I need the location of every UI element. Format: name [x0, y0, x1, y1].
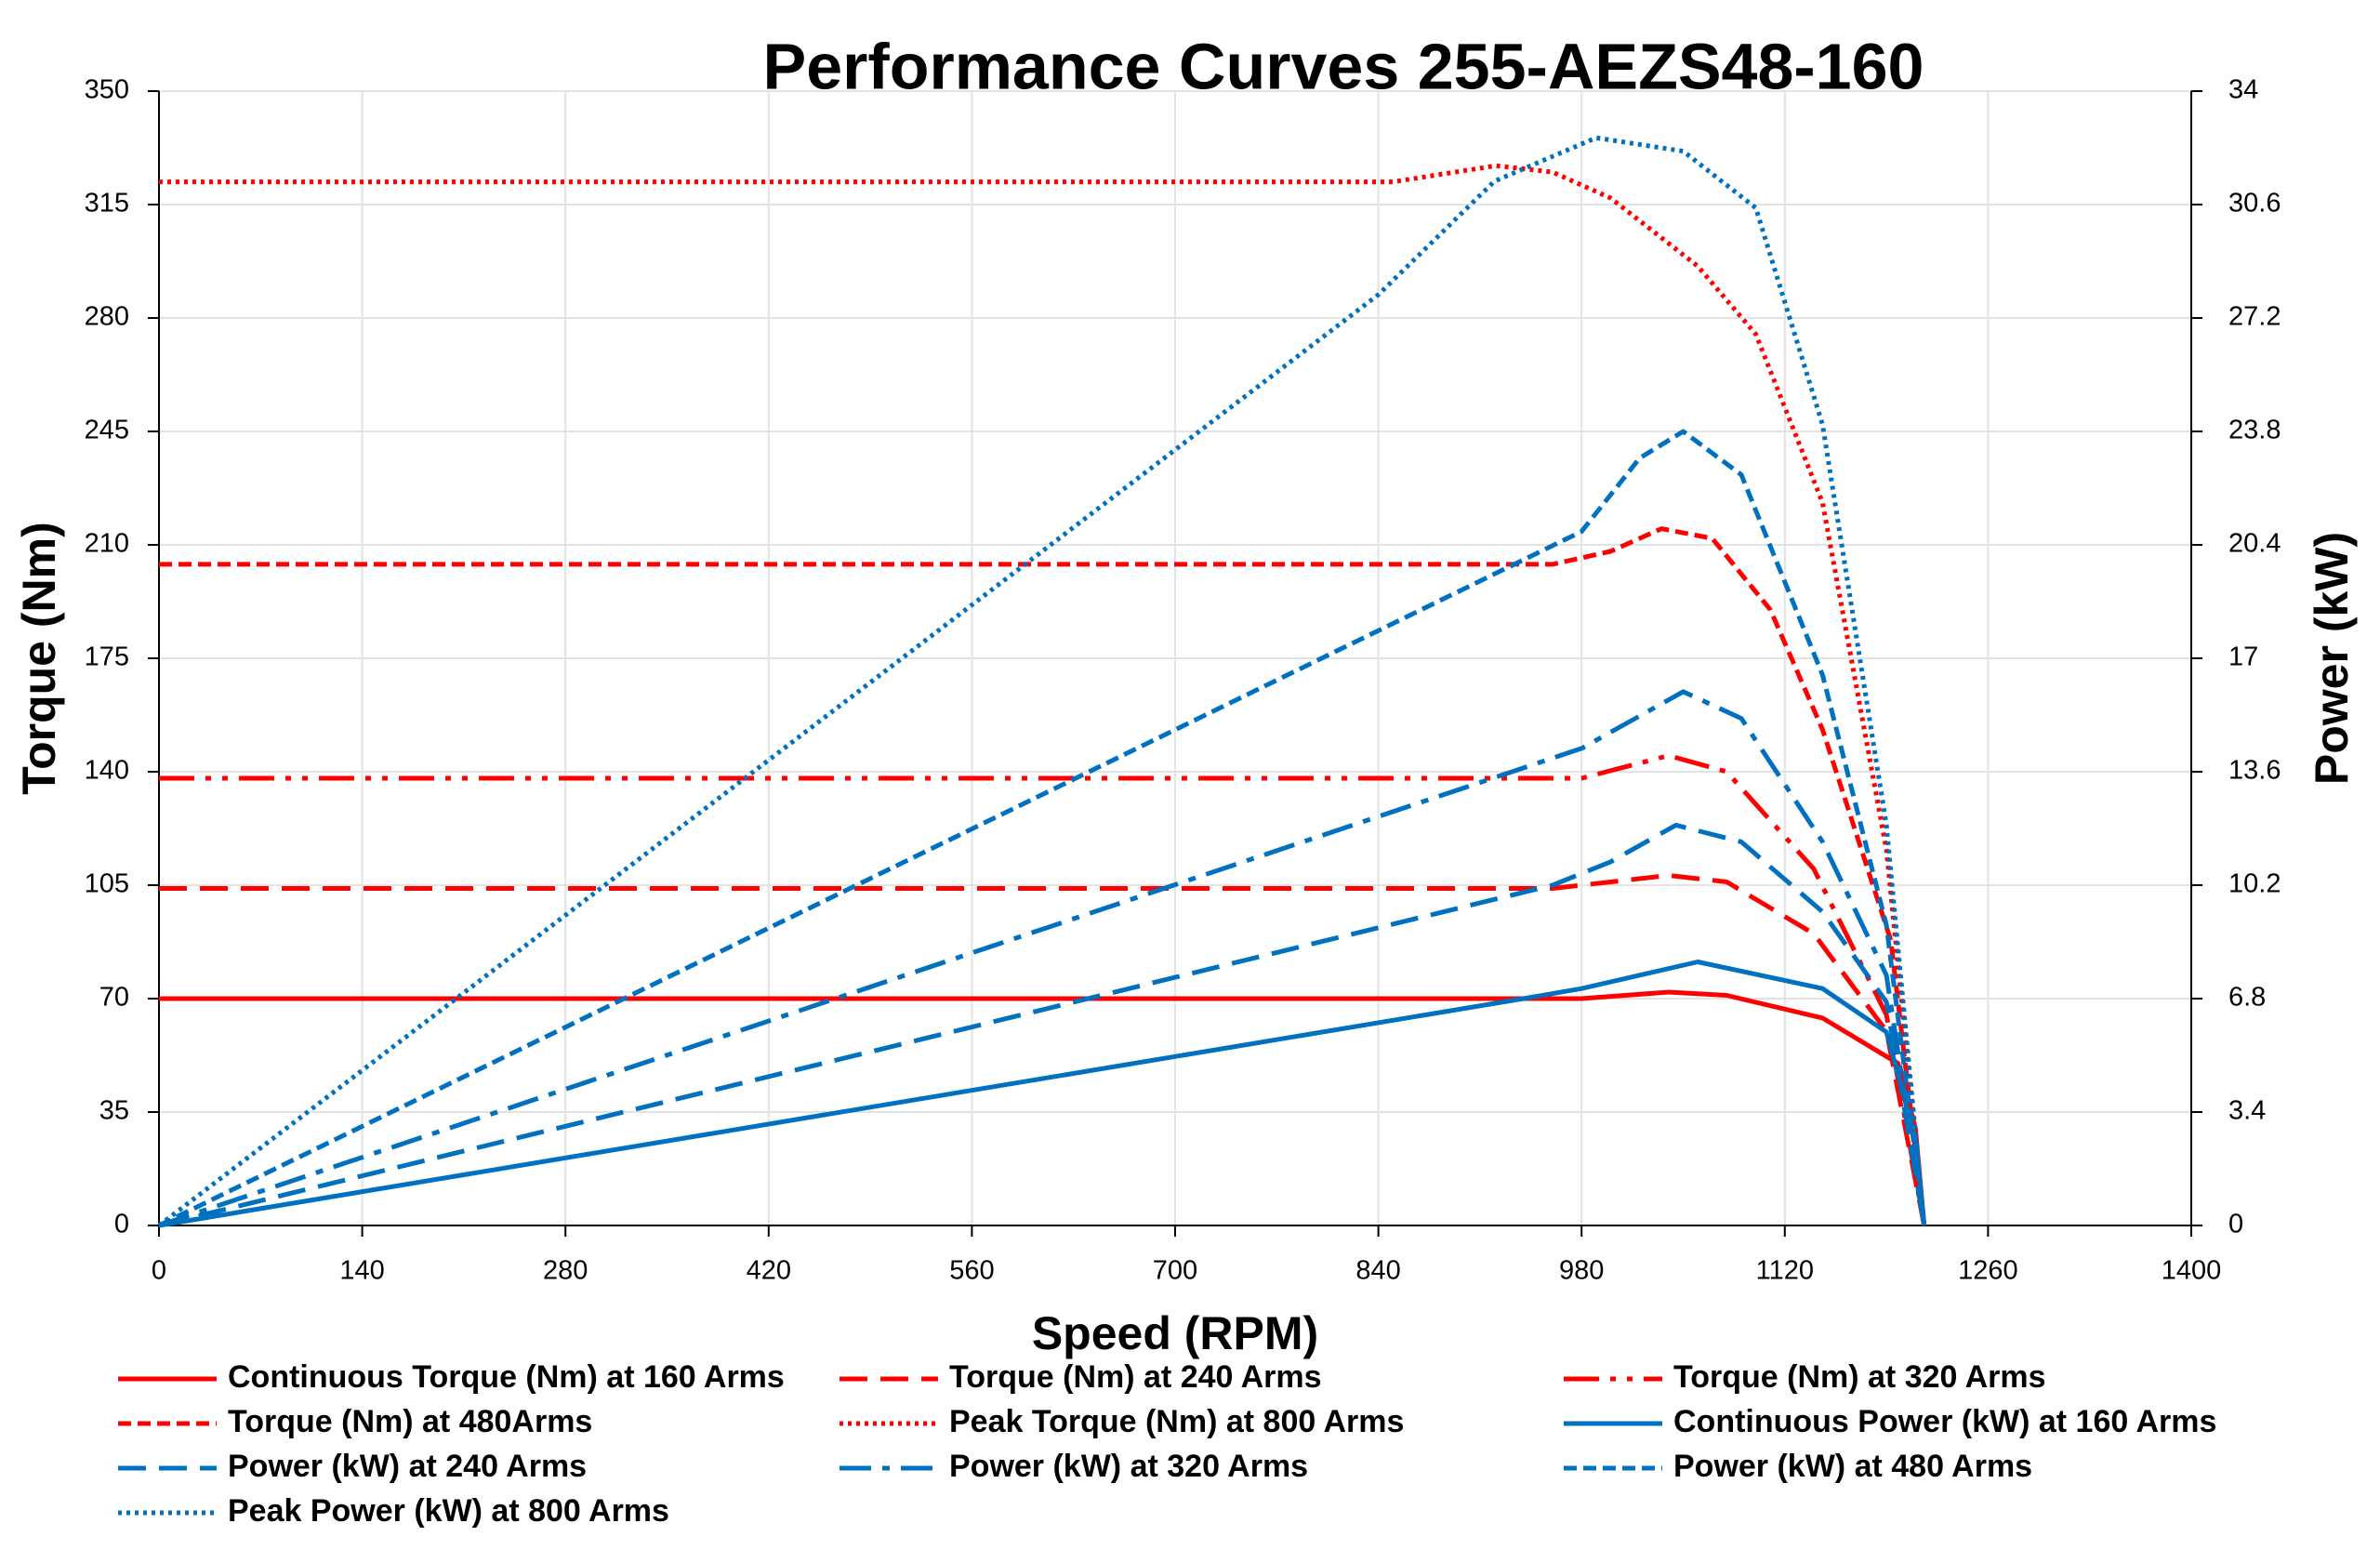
x-tick-label: 980 — [1559, 1256, 1604, 1286]
series-line — [158, 960, 1927, 1228]
series-line — [158, 689, 1927, 1228]
legend-label: Peak Torque (Nm) at 800 Arms — [949, 1404, 1404, 1439]
y2-tick-label: 17 — [2228, 642, 2258, 672]
legend-label: Torque (Nm) at 480Arms — [228, 1404, 592, 1439]
y2-tick-label: 3.4 — [2228, 1096, 2266, 1126]
y2-tick-label: 30.6 — [2228, 189, 2281, 219]
series-line — [159, 989, 1927, 1226]
y-tick-label: 105 — [85, 869, 129, 899]
y-axis-title: Torque (Nm) — [13, 522, 65, 794]
x-tick-label: 560 — [949, 1256, 994, 1286]
legend-label: Continuous Torque (Nm) at 160 Arms — [228, 1359, 785, 1395]
x-tick-label: 280 — [543, 1256, 588, 1286]
series-line — [159, 163, 1927, 1226]
series-line — [157, 135, 1927, 1227]
x-tick-label: 1400 — [2162, 1256, 2222, 1286]
x-tick-label: 1260 — [1958, 1256, 2018, 1286]
x-tick-label: 0 — [152, 1256, 166, 1286]
y2-tick-label: 0 — [2228, 1210, 2243, 1239]
x-axis-title: Speed (RPM) — [1032, 1307, 1318, 1359]
y-tick-label: 315 — [85, 189, 129, 219]
y2-tick-label: 13.6 — [2228, 756, 2281, 786]
legend-label: Power (kW) at 480 Arms — [1673, 1449, 2032, 1484]
legend-label: Peak Power (kW) at 800 Arms — [228, 1493, 669, 1529]
series-line — [159, 526, 1927, 1226]
x-tick-label: 1120 — [1756, 1256, 1814, 1286]
legend-label: Power (kW) at 320 Arms — [949, 1449, 1308, 1484]
y-tick-label: 280 — [85, 302, 129, 332]
y-tick-label: 245 — [85, 416, 129, 445]
x-tick-label: 140 — [339, 1256, 384, 1286]
series-line — [159, 873, 1927, 1226]
x-tick-label: 840 — [1355, 1256, 1400, 1286]
y-tick-label: 140 — [85, 756, 129, 786]
legend-label: Power (kW) at 240 Arms — [228, 1449, 587, 1484]
y2-tick-label: 10.2 — [2228, 869, 2281, 899]
legend-label: Continuous Power (kW) at 160 Arms — [1673, 1404, 2216, 1439]
x-tick-label: 420 — [747, 1256, 791, 1286]
y2-tick-label: 6.8 — [2228, 983, 2266, 1013]
x-tick-label: 700 — [1153, 1256, 1197, 1286]
series-line — [157, 429, 1927, 1228]
y-tick-label: 210 — [85, 529, 129, 559]
y-tick-label: 0 — [114, 1210, 129, 1239]
legend-label: Torque (Nm) at 320 Arms — [1673, 1359, 2046, 1395]
y2-tick-label: 20.4 — [2228, 529, 2281, 559]
y2-tick-label: 27.2 — [2228, 302, 2281, 332]
y-tick-label: 70 — [99, 983, 129, 1013]
y2-tick-label: 23.8 — [2228, 416, 2281, 445]
y-tick-label: 35 — [99, 1096, 129, 1126]
y2-tick-label: 34 — [2228, 75, 2258, 105]
legend-label: Torque (Nm) at 240 Arms — [949, 1359, 1322, 1395]
y-tick-label: 350 — [85, 75, 129, 105]
y-tick-label: 175 — [85, 642, 129, 672]
series-line — [158, 822, 1927, 1228]
y2-axis-title: Power (kW) — [2306, 532, 2358, 785]
series-line — [159, 753, 1927, 1226]
